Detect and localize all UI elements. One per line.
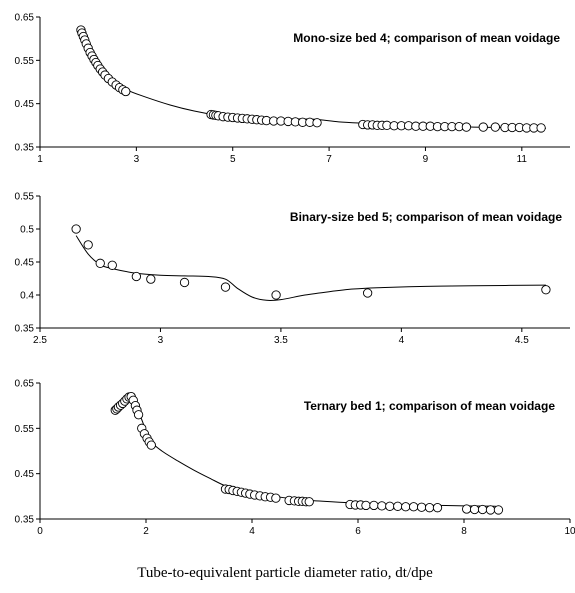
x-tick-label: 2.5 xyxy=(33,335,47,346)
y-tick-label: 0.55 xyxy=(15,424,35,435)
x-tick-label: 3 xyxy=(134,154,140,165)
panel-title: Ternary bed 1; comparison of mean voidag… xyxy=(304,399,556,413)
data-point xyxy=(401,502,411,512)
y-tick-label: 0.55 xyxy=(15,192,35,203)
data-point xyxy=(416,502,427,512)
data-point xyxy=(179,277,190,288)
data-point xyxy=(377,501,387,511)
data-point xyxy=(485,505,496,515)
x-tick-label: 10 xyxy=(564,526,575,537)
x-axis-label: Tube-to-equivalent particle diameter rat… xyxy=(137,565,433,581)
x-tick-label: 8 xyxy=(461,526,467,537)
x-tick-label: 4 xyxy=(249,526,255,537)
x-tick-label: 3 xyxy=(158,335,164,346)
data-point xyxy=(361,500,371,511)
x-tick-label: 11 xyxy=(517,154,528,165)
data-point xyxy=(461,122,472,132)
y-tick-label: 0.4 xyxy=(20,291,34,302)
data-point xyxy=(121,86,131,97)
y-tick-label: 0.65 xyxy=(15,379,35,390)
data-point xyxy=(490,122,500,132)
data-point xyxy=(83,240,93,250)
data-point xyxy=(385,501,395,511)
data-point xyxy=(95,258,105,268)
y-tick-label: 0.65 xyxy=(15,13,35,24)
data-point xyxy=(304,497,314,507)
y-tick-label: 0.45 xyxy=(15,258,35,269)
data-point xyxy=(536,123,546,133)
data-point xyxy=(107,260,117,270)
data-point xyxy=(408,502,419,512)
x-tick-label: 5 xyxy=(230,154,236,165)
data-point xyxy=(461,504,472,514)
data-point xyxy=(469,504,480,515)
x-tick-label: 4.5 xyxy=(515,335,529,346)
x-tick-label: 1 xyxy=(37,154,43,165)
x-tick-label: 0 xyxy=(37,526,43,537)
x-tick-label: 9 xyxy=(423,154,429,165)
data-point xyxy=(477,504,488,515)
x-tick-label: 3.5 xyxy=(274,335,288,346)
y-tick-label: 0.35 xyxy=(15,515,35,526)
y-tick-label: 0.5 xyxy=(20,225,34,236)
y-tick-label: 0.35 xyxy=(15,143,35,154)
data-point xyxy=(312,118,322,128)
data-point xyxy=(131,271,142,282)
panel-ternary: 0.35 0.45 0.55 0.65 0 2 4 6 8 10 Ternary bed 1; co… xyxy=(15,379,575,538)
data-point xyxy=(146,274,156,284)
data-point xyxy=(220,282,231,292)
panel-binary-size: 0.35 0.4 0.45 0.5 0.55 2.5 3 3.5 4 4.5 Binary-size… xyxy=(15,192,570,346)
data-point xyxy=(493,505,504,515)
y-tick-label: 0.55 xyxy=(15,56,35,67)
y-tick-label: 0.35 xyxy=(15,324,35,335)
y-tick-label: 0.45 xyxy=(15,469,35,480)
x-tick-label: 7 xyxy=(326,154,332,165)
x-tick-label: 6 xyxy=(355,526,361,537)
data-point xyxy=(393,501,403,511)
fit-line xyxy=(75,235,546,301)
data-point xyxy=(424,503,435,513)
panel-title: Binary-size bed 5; comparison of mean vo… xyxy=(290,210,562,224)
y-tick-label: 0.45 xyxy=(15,99,35,110)
panel-title: Mono-size bed 4; comparison of mean void… xyxy=(293,31,560,45)
panel-mono-size: 0.35 0.45 0.55 0.65 1 3 5 7 9 11 Mono-size bed 4; … xyxy=(15,13,570,165)
x-tick-label: 2 xyxy=(143,526,149,537)
data-point xyxy=(478,122,488,132)
data-point xyxy=(271,290,281,300)
data-point xyxy=(362,288,373,298)
data-point xyxy=(541,285,551,295)
x-tick-label: 4 xyxy=(399,335,405,346)
data-point xyxy=(271,493,281,503)
data-point xyxy=(369,500,379,511)
data-point xyxy=(133,410,144,420)
data-point xyxy=(146,440,156,450)
data-point xyxy=(71,224,81,234)
data-point xyxy=(432,503,443,513)
